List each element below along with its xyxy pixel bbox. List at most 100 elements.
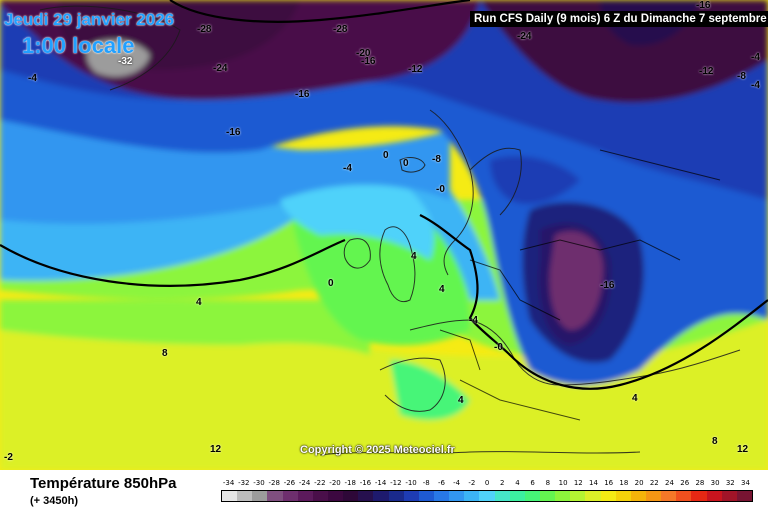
scale-swatch xyxy=(252,491,268,501)
scale-label: 0 xyxy=(484,479,490,487)
scale-swatch xyxy=(524,491,540,501)
isotherm-label: -2 xyxy=(4,452,13,463)
scale-swatch xyxy=(388,491,404,501)
scale-swatch xyxy=(676,491,692,501)
isotherm-label: 4 xyxy=(439,284,445,295)
isotherm-label: 4 xyxy=(411,251,417,262)
isotherm-label: -32 xyxy=(118,56,133,67)
isotherm-label: -28 xyxy=(333,24,348,35)
isotherm-label: 12 xyxy=(737,444,749,455)
scale-swatch xyxy=(327,491,344,501)
scale-swatch xyxy=(222,491,238,501)
scale-swatch xyxy=(661,491,677,501)
scale-label: -10 xyxy=(405,479,417,487)
scale-swatch xyxy=(237,491,253,501)
scale-label: -14 xyxy=(374,479,387,487)
legend-title: Température 850hPa xyxy=(30,475,177,492)
map-canvas xyxy=(0,0,768,470)
scale-swatch xyxy=(282,491,298,501)
isotherm-lines xyxy=(0,0,768,390)
legend-subtitle: (+ 3450h) xyxy=(30,495,78,507)
scale-swatch xyxy=(312,491,328,501)
scale-swatch xyxy=(630,491,646,501)
scale-label: -28 xyxy=(268,479,280,487)
isotherm-label: -4 xyxy=(751,80,760,91)
scale-swatch xyxy=(464,491,480,501)
scale-swatch xyxy=(691,491,707,501)
isotherm-label: -16 xyxy=(361,56,376,67)
isotherm-label: 8 xyxy=(712,436,718,447)
color-scale-bar xyxy=(221,490,753,502)
scale-label: -18 xyxy=(344,479,356,487)
scale-label: -24 xyxy=(298,479,311,487)
scale-swatch xyxy=(645,491,662,501)
temperature-map: Jeudi 29 janvier 2026 1:00 locale Run CF… xyxy=(0,0,768,470)
isotherm-label: 0 xyxy=(383,150,389,161)
scale-label: 14 xyxy=(589,479,598,487)
copyright-notice: Copyright © 2025 Meteociel.fr xyxy=(300,444,455,456)
isotherm-label: 0 xyxy=(328,278,334,289)
scale-swatch xyxy=(721,491,737,501)
scale-label: 12 xyxy=(573,479,583,487)
isotherm-label: -24 xyxy=(213,63,228,74)
scale-swatch xyxy=(600,491,616,501)
scale-label: 26 xyxy=(680,479,690,487)
scale-label: 16 xyxy=(604,479,614,487)
scale-swatch xyxy=(585,491,601,501)
forecast-date: Jeudi 29 janvier 2026 xyxy=(4,10,175,29)
isotherm-label: 12 xyxy=(210,444,222,455)
scale-label: 4 xyxy=(515,479,520,487)
isotherm-label: -0 xyxy=(436,184,445,195)
legend-panel: Température 850hPa (+ 3450h) -34 -32 -30 -2… xyxy=(0,470,768,512)
isotherm-label: -24 xyxy=(517,31,532,42)
forecast-time: 1:00 locale xyxy=(22,33,135,58)
isotherm-label: 4 xyxy=(632,393,638,404)
scale-swatch xyxy=(494,491,510,501)
run-info: Run CFS Daily (9 mois) 6 Z du Dimanche 7… xyxy=(470,11,768,27)
scale-label: 28 xyxy=(695,479,705,487)
scale-swatch xyxy=(343,491,359,501)
scale-swatch xyxy=(358,491,374,501)
isotherm-label: 4 xyxy=(196,297,202,308)
scale-label: 6 xyxy=(530,479,535,487)
scale-swatch xyxy=(570,491,586,501)
scale-label: -4 xyxy=(453,479,461,487)
scale-swatch xyxy=(403,491,419,501)
scale-label: 22 xyxy=(649,479,659,487)
isotherm-label: -16 xyxy=(600,280,615,291)
isotherm-label: -8 xyxy=(432,154,441,165)
isotherm-label: 0 xyxy=(403,158,409,169)
scale-swatch xyxy=(615,491,631,501)
isotherm-label: 8 xyxy=(162,348,168,359)
color-scale-labels: -34 -32 -30 -28 -26 -24 -22 -20 -18 -16 -14 -12 -10-… xyxy=(221,479,753,491)
scale-swatch xyxy=(267,491,283,501)
isotherm-label: -12 xyxy=(699,66,714,77)
scale-label: 2 xyxy=(500,479,505,487)
scale-swatch xyxy=(418,491,434,501)
scale-label: -16 xyxy=(359,479,372,487)
isotherm-label: -20 xyxy=(356,48,371,59)
isotherm-label: -4 xyxy=(343,163,352,174)
scale-label: -12 xyxy=(390,479,402,487)
scale-label: 8 xyxy=(545,479,551,487)
scale-label: -32 xyxy=(238,479,250,487)
scale-swatch xyxy=(509,491,525,501)
scale-label: 10 xyxy=(558,479,568,487)
scale-label: -26 xyxy=(283,479,296,487)
scale-swatch xyxy=(479,491,495,501)
scale-label: -30 xyxy=(253,479,265,487)
scale-swatch xyxy=(706,491,722,501)
isotherm-label: -4 xyxy=(751,52,760,63)
scale-label: 20 xyxy=(634,479,644,487)
isotherm-label: -16 xyxy=(696,0,711,11)
coastlines xyxy=(39,5,741,456)
isotherm-label: -4 xyxy=(28,73,37,84)
scale-swatch xyxy=(297,491,313,501)
scale-label: -22 xyxy=(314,479,326,487)
scale-swatch xyxy=(736,491,752,501)
scale-label: -6 xyxy=(437,479,445,487)
isotherm-label: -16 xyxy=(226,127,241,138)
isotherm-label: -28 xyxy=(197,24,212,35)
scale-swatch xyxy=(555,491,571,501)
scale-label: 18 xyxy=(619,479,629,487)
